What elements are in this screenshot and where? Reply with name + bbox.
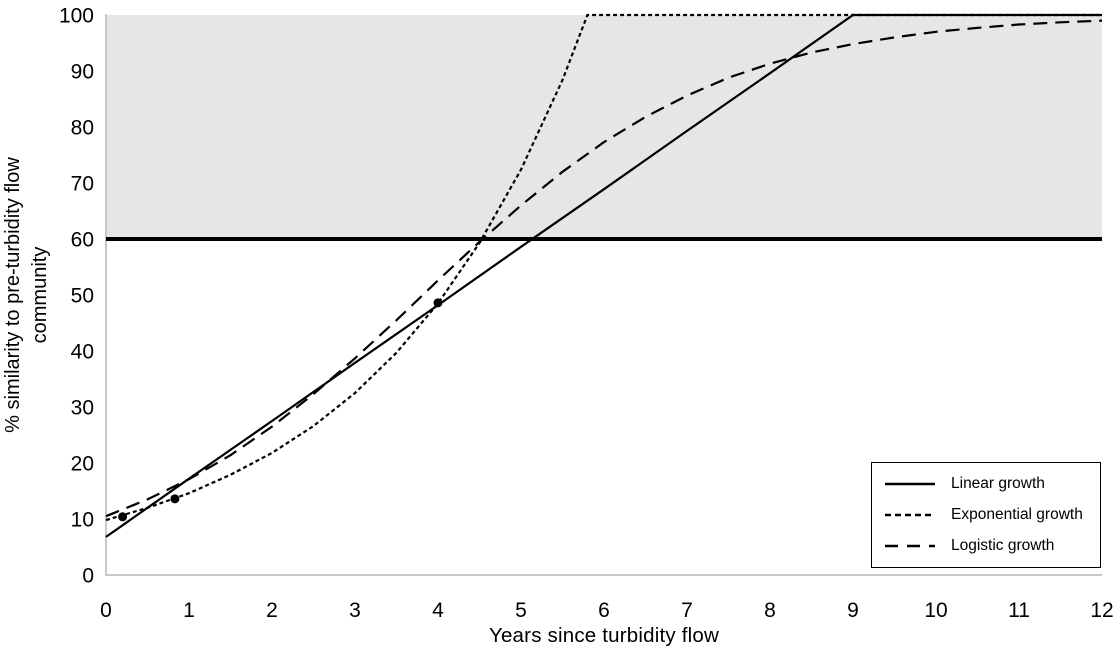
legend-label: Exponential growth bbox=[951, 505, 1083, 523]
data-point bbox=[170, 494, 180, 504]
series-line-solid bbox=[105, 13, 1102, 538]
x-tick-label: 4 bbox=[432, 599, 444, 622]
data-point bbox=[433, 298, 443, 308]
x-tick-label: 10 bbox=[924, 599, 947, 622]
x-tick-label: 5 bbox=[515, 599, 527, 622]
y-tick-label: 10 bbox=[71, 509, 94, 532]
y-tick-label: 30 bbox=[71, 397, 94, 420]
x-tick-label: 7 bbox=[681, 599, 693, 622]
y-tick-label: 0 bbox=[82, 565, 94, 588]
y-tick-label: 40 bbox=[71, 341, 94, 364]
y-tick-label: 60 bbox=[71, 229, 94, 252]
x-tick-label: 8 bbox=[764, 599, 776, 622]
x-tick-label: 2 bbox=[266, 599, 278, 622]
y-tick-label: 70 bbox=[71, 173, 94, 196]
legend-long-dash-line-icon bbox=[885, 544, 935, 547]
legend-solid-line-icon bbox=[885, 483, 935, 486]
y-axis-title-line1: % similarity to pre-turbidity flow bbox=[2, 157, 24, 433]
y-tick-label: 20 bbox=[71, 453, 94, 476]
x-tick-label: 3 bbox=[349, 599, 361, 622]
series-line-long-dash bbox=[105, 19, 1103, 518]
x-tick-label: 0 bbox=[100, 599, 112, 622]
x-tick-label: 6 bbox=[598, 599, 610, 622]
x-axis-title: Years since turbidity flow bbox=[488, 624, 720, 647]
legend-item: Logistic growth bbox=[884, 537, 1096, 555]
series-line-short-dash bbox=[105, 13, 1102, 522]
shaded-region-above-threshold bbox=[106, 15, 1102, 239]
x-tick-label: 11 bbox=[1008, 599, 1030, 622]
y-axis-title-line2: community bbox=[29, 246, 51, 344]
data-point bbox=[118, 512, 128, 522]
x-tick-label: 9 bbox=[847, 599, 859, 622]
x-tick-label: 12 bbox=[1090, 599, 1113, 622]
y-tick-label: 100 bbox=[59, 5, 94, 28]
y-tick-label: 50 bbox=[71, 285, 94, 308]
y-tick-label: 90 bbox=[71, 61, 94, 84]
y-tick-label: 80 bbox=[71, 117, 94, 140]
legend-item: Linear growth bbox=[884, 475, 1096, 493]
legend-label: Logistic growth bbox=[951, 536, 1055, 554]
legend-label: Linear growth bbox=[951, 475, 1045, 493]
legend-item: Exponential growth bbox=[884, 506, 1096, 524]
x-tick-label: 1 bbox=[183, 599, 195, 622]
y-axis-title: % similarity to pre-turbidity flow commu… bbox=[0, 0, 54, 595]
legend: Linear growth Exponential growth Logistic … bbox=[871, 462, 1101, 568]
legend-short-dash-line-icon bbox=[885, 513, 935, 517]
